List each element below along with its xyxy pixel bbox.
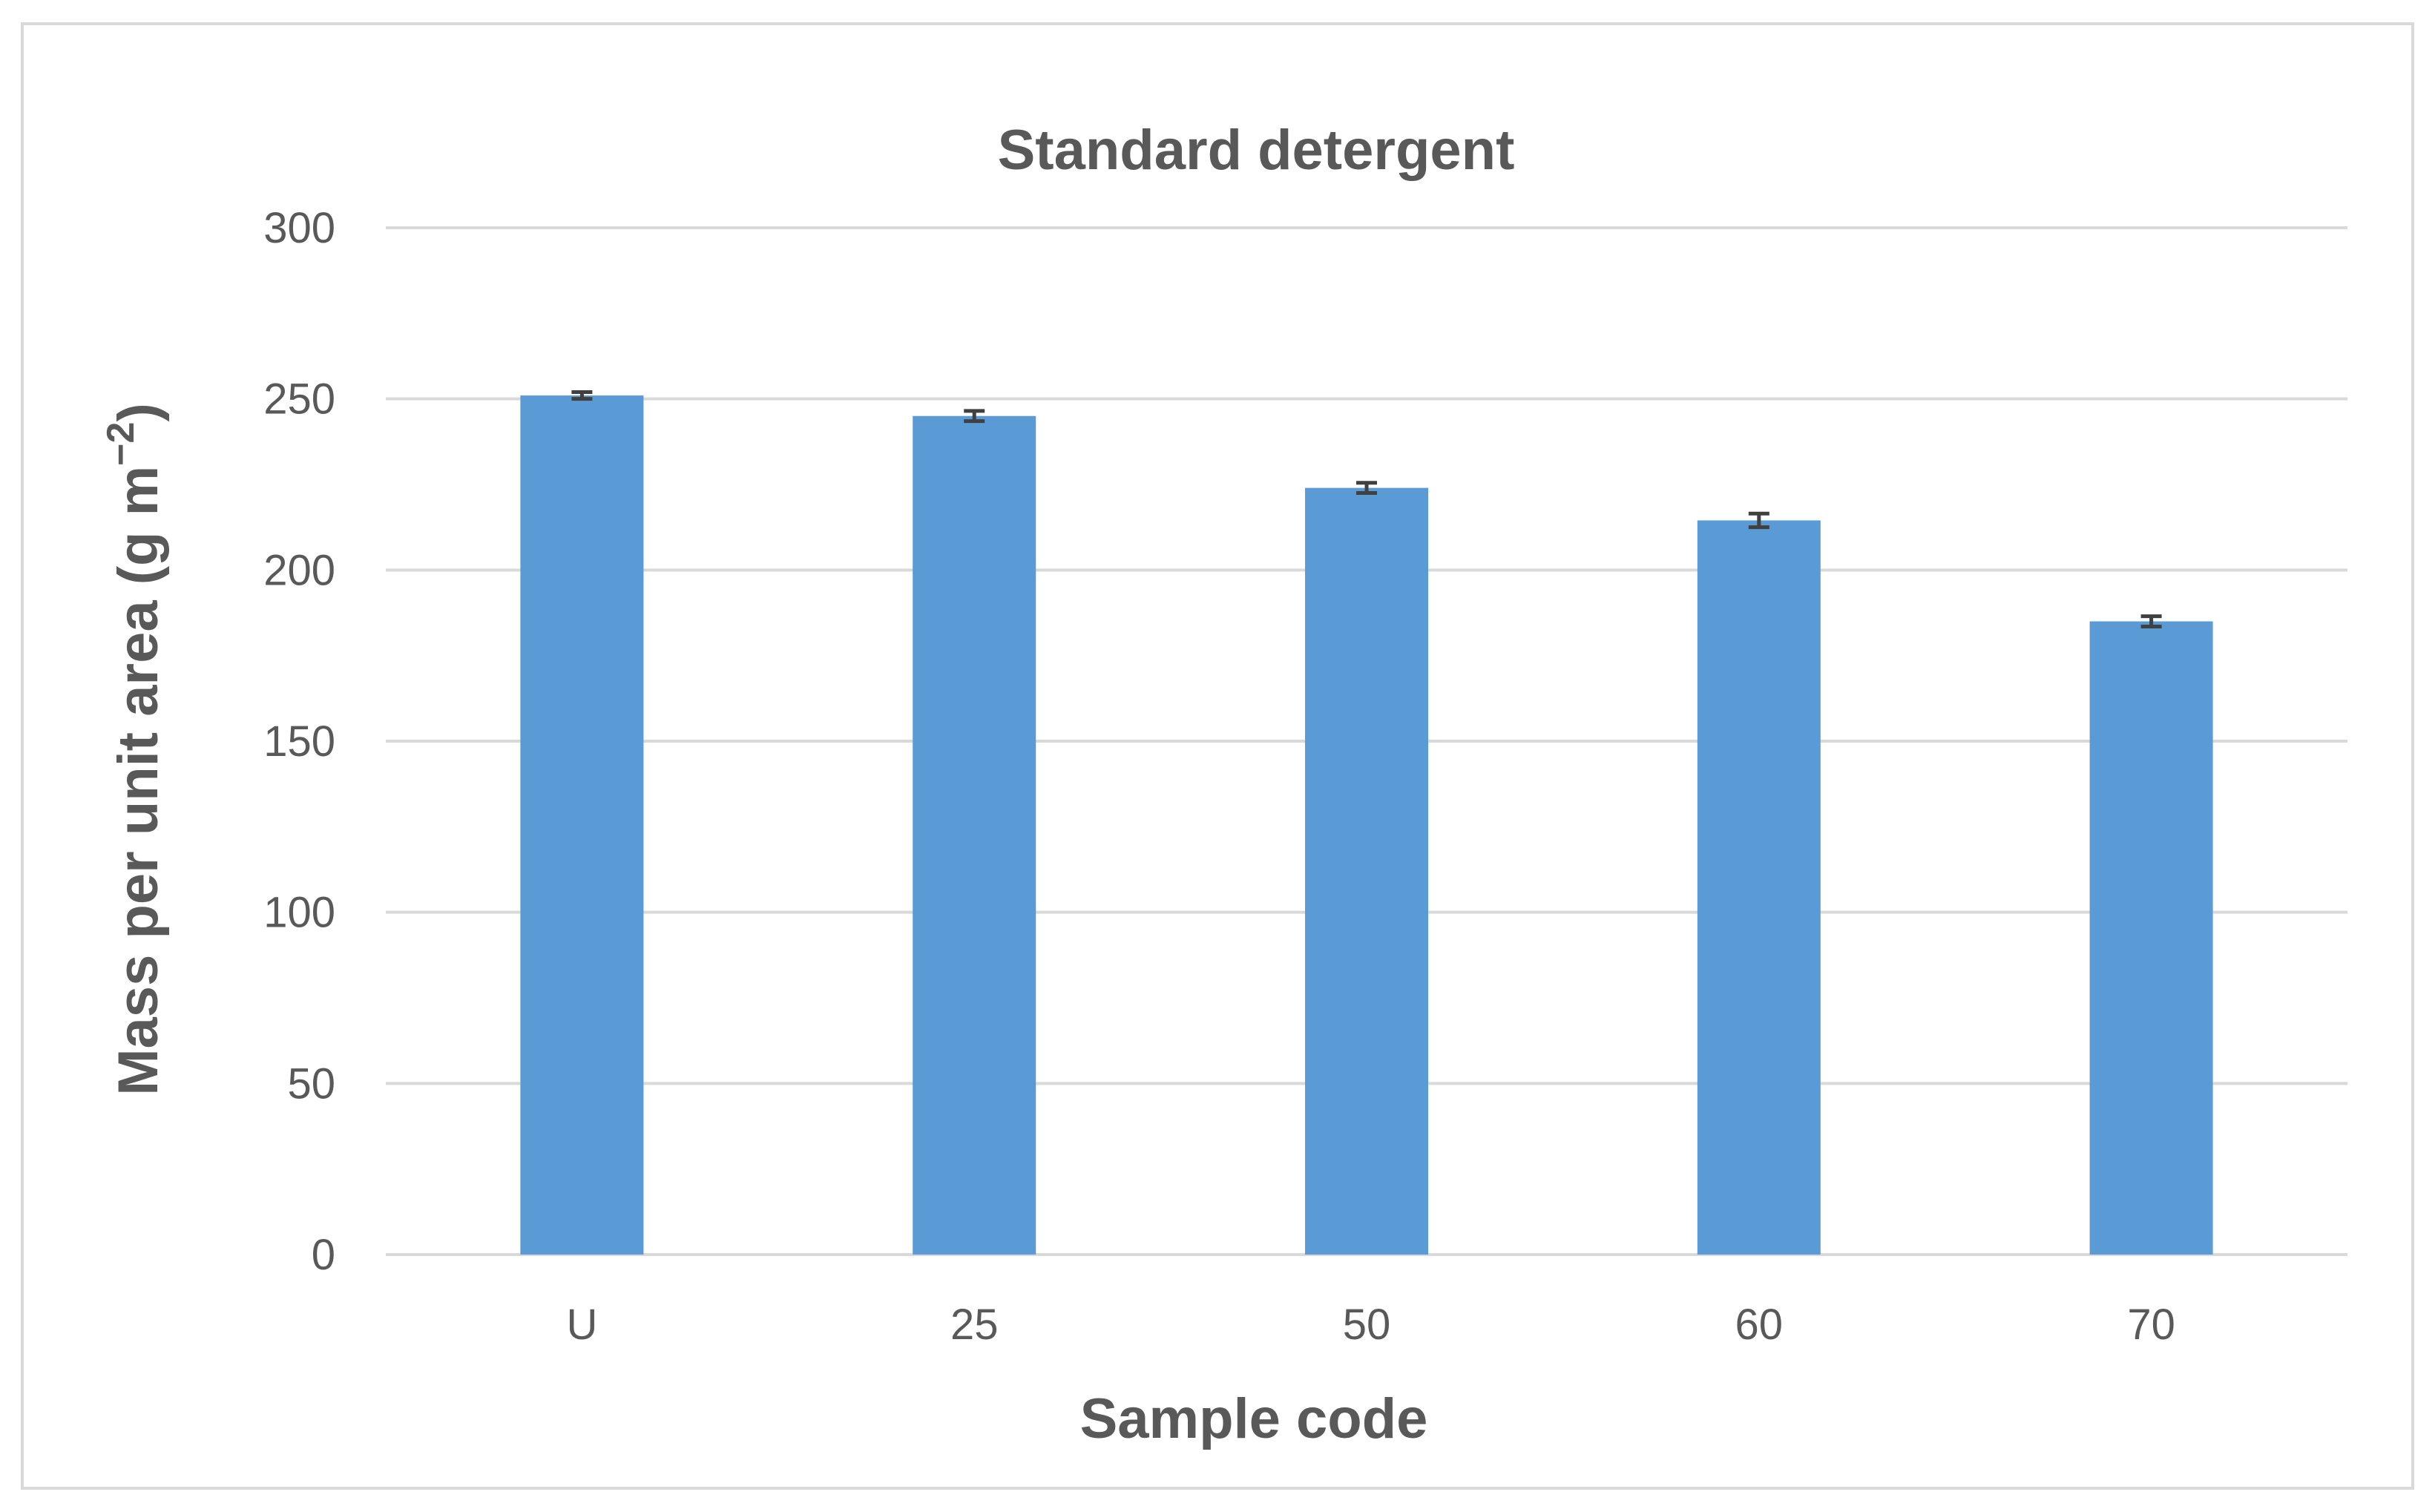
chart-frame <box>21 22 2414 1490</box>
bar-60 <box>1697 520 1821 1255</box>
error-bar-50 <box>1356 481 1377 496</box>
y-tick-label: 50 <box>287 1059 335 1108</box>
x-axis-tick-labels: U 25 50 60 70 <box>566 1301 2175 1349</box>
y-axis-title-superscript: −2 <box>99 422 142 466</box>
y-tick-label: 250 <box>263 375 335 424</box>
y-axis-title-main: Mass per unit area (g m <box>107 466 170 1096</box>
bar-U <box>520 395 644 1255</box>
x-tick-label: 50 <box>1343 1301 1391 1349</box>
y-axis-title: Mass per unit area (g m−2) <box>99 403 170 1096</box>
error-bar-70 <box>2140 614 2162 628</box>
x-tick-label: 60 <box>1735 1301 1784 1349</box>
x-tick-label: 25 <box>950 1301 999 1349</box>
y-tick-label: 300 <box>263 204 335 252</box>
error-bar-U <box>571 389 593 401</box>
x-tick-label: U <box>566 1301 597 1349</box>
y-axis-tick-labels: 0 50 100 150 200 250 300 <box>263 204 335 1279</box>
y-tick-label: 150 <box>263 717 335 766</box>
y-axis-title-close: ) <box>107 403 170 421</box>
bar-25 <box>913 415 1036 1255</box>
bar-70 <box>2089 621 2213 1255</box>
chart-title: Standard detergent <box>998 119 1515 182</box>
x-tick-label: 70 <box>2127 1301 2175 1349</box>
error-bars <box>571 389 2162 628</box>
y-tick-label: 100 <box>263 889 335 937</box>
bar-50 <box>1305 487 1428 1255</box>
y-tick-label: 0 <box>312 1231 335 1279</box>
y-tick-label: 200 <box>263 546 335 594</box>
bars <box>520 395 2213 1255</box>
x-axis-title: Sample code <box>1080 1387 1428 1450</box>
error-bar-60 <box>1748 511 1769 530</box>
error-bar-25 <box>964 409 985 424</box>
